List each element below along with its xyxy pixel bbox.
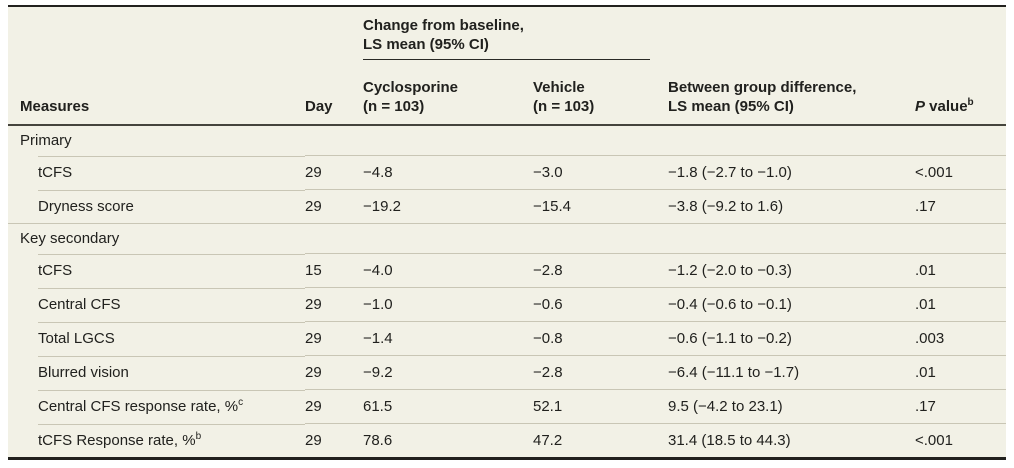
spacer-cell	[8, 6, 305, 78]
spanner-header: Change from baseline, LS mean (95% CI)	[363, 6, 668, 78]
cell-vehicle: 52.1	[533, 389, 668, 424]
row-label: tCFS	[8, 155, 305, 190]
row-label-text: Central CFS response rate, %	[38, 398, 239, 415]
table-row: Central CFS response rate, %c 29 61.5 52…	[8, 389, 1006, 424]
cell-cyclosporine: −19.2	[363, 189, 533, 224]
cell-vehicle: −0.8	[533, 321, 668, 356]
row-label: tCFS	[8, 253, 305, 288]
row-label: Central CFS response rate, %c	[8, 389, 305, 424]
row-label-text: tCFS Response rate, %	[38, 431, 196, 449]
cell-vehicle: −0.6	[533, 287, 668, 322]
footnote-marker: b	[195, 430, 202, 442]
table-row: Dryness score 29 −19.2 −15.4 −3.8 (−9.2 …	[8, 189, 1006, 224]
section-row-primary: Primary	[8, 125, 1006, 156]
cell-difference: 31.4 (18.5 to 44.3)	[668, 423, 915, 459]
table-row: tCFS 29 −4.8 −3.0 −1.8 (−2.7 to −1.0) <.…	[8, 155, 1006, 190]
spacer-cell	[305, 6, 363, 78]
spanner-label: Change from baseline, LS mean (95% CI)	[363, 16, 650, 60]
p-rest: value	[925, 98, 968, 115]
header-vehicle: Vehicle (n = 103)	[533, 78, 668, 126]
spacer-cell	[668, 6, 915, 78]
row-label: Central CFS	[8, 287, 305, 322]
cell-cyclosporine: −4.0	[363, 253, 533, 288]
cell-cyclosporine: −1.0	[363, 287, 533, 322]
table-row: Central CFS 29 −1.0 −0.6 −0.4 (−0.6 to −…	[8, 287, 1006, 322]
cell-day: 29	[305, 287, 363, 322]
cell-pvalue: .17	[915, 389, 1006, 424]
cell-cyclosporine: −1.4	[363, 321, 533, 356]
p-footnote-marker: b	[967, 97, 974, 108]
row-label-text: Total LGCS	[38, 330, 115, 347]
cell-cyclosporine: 78.6	[363, 423, 533, 459]
row-label: tCFS Response rate, %b	[8, 423, 305, 459]
cell-difference: −1.2 (−2.0 to −0.3)	[668, 253, 915, 288]
cell-cyclosporine: −4.8	[363, 155, 533, 190]
cell-difference: −1.8 (−2.7 to −1.0)	[668, 155, 915, 190]
row-label-text: tCFS	[38, 262, 73, 279]
row-label: Blurred vision	[8, 355, 305, 390]
cell-difference: −3.8 (−9.2 to 1.6)	[668, 189, 915, 224]
cell-day: 15	[305, 253, 363, 288]
row-label-text: Blurred vision	[38, 364, 129, 381]
row-label-text: Central CFS	[38, 296, 121, 313]
cell-day: 29	[305, 355, 363, 390]
row-label-text: tCFS	[38, 164, 73, 181]
header-difference: Between group difference, LS mean (95% C…	[668, 78, 915, 126]
table-row: tCFS Response rate, %b 29 78.6 47.2 31.4…	[8, 423, 1006, 459]
cell-difference: −0.4 (−0.6 to −0.1)	[668, 287, 915, 322]
cell-pvalue: <.001	[915, 423, 1006, 459]
row-label-text: Dryness score	[38, 197, 134, 215]
cell-day: 29	[305, 321, 363, 356]
p-italic: P	[915, 98, 926, 115]
cell-day: 29	[305, 155, 363, 190]
row-label: Total LGCS	[8, 321, 305, 356]
cell-pvalue: .01	[915, 355, 1006, 390]
cell-day: 29	[305, 189, 363, 224]
cell-day: 29	[305, 423, 363, 459]
header-pvalue: P valueb	[915, 78, 1006, 126]
cell-pvalue: .17	[915, 189, 1006, 224]
table-header: Change from baseline, LS mean (95% CI) M…	[8, 6, 1006, 126]
spanner-row: Change from baseline, LS mean (95% CI)	[8, 6, 1006, 78]
cell-difference: −0.6 (−1.1 to −0.2)	[668, 321, 915, 356]
cell-vehicle: −2.8	[533, 253, 668, 288]
cell-vehicle: 47.2	[533, 423, 668, 459]
section-row-key-secondary: Key secondary	[8, 223, 1006, 254]
cell-pvalue: .01	[915, 287, 1006, 322]
table-row: tCFS 15 −4.0 −2.8 −1.2 (−2.0 to −0.3) .0…	[8, 253, 1006, 288]
footnote-marker: c	[238, 397, 244, 408]
section-label: Primary	[20, 132, 72, 149]
column-header-row: Measures Day Cyclosporine (n = 103) Vehi…	[8, 78, 1006, 126]
cell-difference: 9.5 (−4.2 to 23.1)	[668, 389, 915, 424]
cell-difference: −6.4 (−11.1 to −1.7)	[668, 355, 915, 390]
cell-vehicle: −2.8	[533, 355, 668, 390]
cell-pvalue: <.001	[915, 155, 1006, 190]
table-row: Blurred vision 29 −9.2 −2.8 −6.4 (−11.1 …	[8, 355, 1006, 390]
spacer-cell	[915, 6, 1006, 78]
cell-vehicle: −3.0	[533, 155, 668, 190]
table-row: Total LGCS 29 −1.4 −0.8 −0.6 (−1.1 to −0…	[8, 321, 1006, 356]
cell-cyclosporine: −9.2	[363, 355, 533, 390]
header-day: Day	[305, 78, 363, 126]
header-cyclosporine: Cyclosporine (n = 103)	[363, 78, 533, 126]
row-label: Dryness score	[8, 189, 305, 224]
cell-day: 29	[305, 389, 363, 424]
cell-pvalue: .003	[915, 321, 1006, 356]
cell-pvalue: .01	[915, 253, 1006, 288]
results-table: Change from baseline, LS mean (95% CI) M…	[8, 5, 1006, 460]
header-measures: Measures	[8, 78, 305, 126]
cell-cyclosporine: 61.5	[363, 389, 533, 424]
cell-vehicle: −15.4	[533, 189, 668, 224]
table-body: Primary tCFS 29 −4.8 −3.0 −1.8 (−2.7 to …	[8, 125, 1006, 459]
section-label: Key secondary	[8, 223, 1006, 254]
